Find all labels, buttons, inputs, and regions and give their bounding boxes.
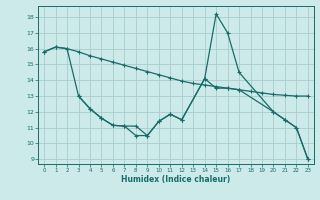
X-axis label: Humidex (Indice chaleur): Humidex (Indice chaleur)	[121, 175, 231, 184]
